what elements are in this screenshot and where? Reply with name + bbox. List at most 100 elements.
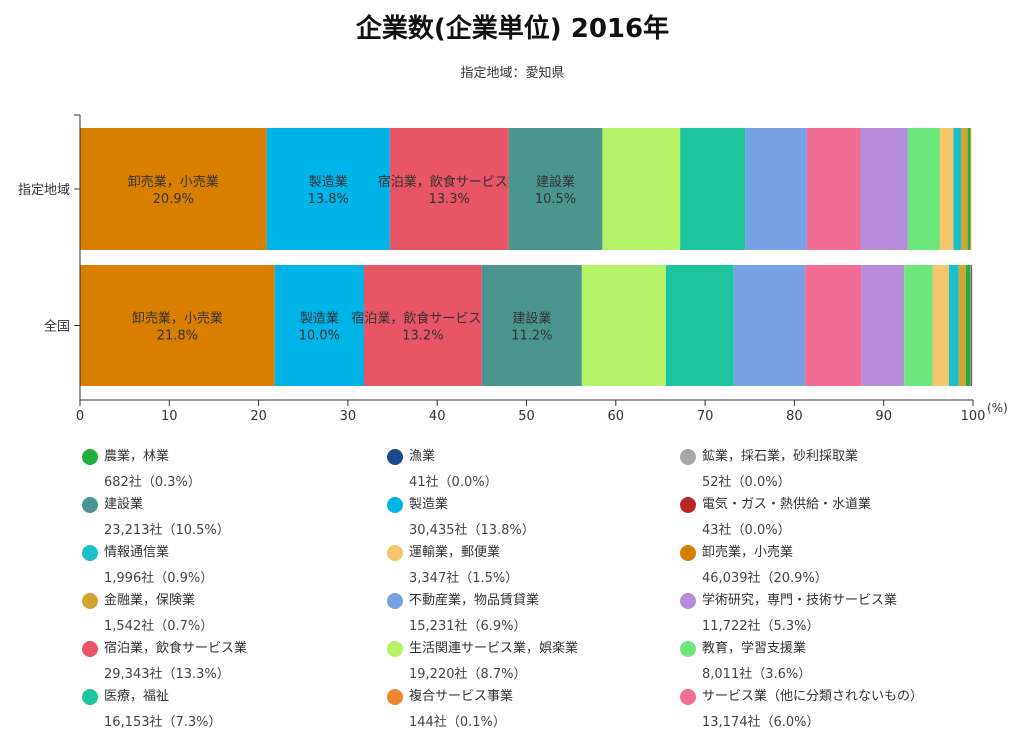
segment-label: 製造業	[309, 174, 348, 190]
bar-segment	[80, 128, 267, 250]
bar-segment	[967, 128, 971, 250]
bar-segment	[363, 265, 482, 386]
legend-label: サービス業（他に分類されないもの）	[702, 689, 924, 704]
legend-value: 23,213社（10.5%）	[104, 523, 230, 538]
legend-color-dot-icon	[680, 641, 696, 657]
bar-segment	[274, 265, 364, 386]
legend-item[interactable]: 卸売業，小売業 46,039社（20.9%）	[680, 542, 828, 590]
bar-segment	[806, 128, 861, 250]
x-tick-label: 40	[429, 409, 446, 424]
legend-color-dot-icon	[680, 689, 696, 705]
legend-item[interactable]: 生活関連サービス業，娯楽業 19,220社（8.7%）	[387, 638, 578, 686]
legend-label: 不動産業，物品賃貸業	[409, 593, 540, 608]
bar-segment	[953, 128, 962, 250]
bar-segment	[904, 265, 933, 386]
bar-segment	[602, 128, 681, 250]
x-tick-label: 50	[518, 409, 535, 424]
segment-value-label: 13.2%	[402, 329, 443, 344]
bar-segment	[80, 265, 275, 386]
legend-value: 3,347社（1.5%）	[409, 571, 519, 586]
legend-label: 農業，林業	[104, 449, 170, 464]
legend-item[interactable]: 金融業，保険業 1,542社（0.7%）	[82, 590, 213, 638]
legend-color-dot-icon	[82, 593, 98, 609]
legend-item[interactable]: 医療，福祉 16,153社（7.3%）	[82, 686, 222, 734]
bar-segment	[970, 265, 972, 386]
legend-value: 43社（0.0%）	[702, 523, 791, 538]
legend-item[interactable]: 建設業 23,213社（10.5%）	[82, 494, 230, 542]
bar-segment	[958, 265, 966, 386]
bar-segment	[965, 265, 971, 386]
legend-value: 13,174社（6.0%）	[702, 715, 820, 730]
legend-item[interactable]: 教育，学習支援業 8,011社（3.6%）	[680, 638, 811, 686]
legend-item[interactable]: 学術研究，専門・技術サービス業 11,722社（5.3%）	[680, 590, 897, 638]
legend-item[interactable]: 複合サービス事業 144社（0.1%）	[387, 686, 513, 734]
bar-segment	[932, 265, 949, 386]
x-tick-label: 70	[697, 409, 714, 424]
bar-segment	[389, 128, 509, 250]
legend-item[interactable]: 漁業 41社（0.0%）	[387, 446, 498, 494]
legend-label: 教育，学習支援業	[702, 641, 807, 656]
legend-value: 41社（0.0%）	[409, 475, 498, 490]
legend-color-dot-icon	[680, 497, 696, 513]
legend-value: 46,039社（20.9%）	[702, 571, 828, 586]
legend-color-dot-icon	[680, 593, 696, 609]
legend-label: 生活関連サービス業，娯楽業	[409, 641, 579, 656]
legend-item[interactable]: 電気・ガス・熱供給・水道業 43社（0.0%）	[680, 494, 871, 542]
segment-label: 宿泊業，飲食サービス業	[351, 311, 494, 327]
segment-label: 宿泊業，飲食サービス業	[378, 174, 521, 190]
segment-value-label: 20.9%	[153, 192, 194, 207]
legend-color-dot-icon	[387, 593, 403, 609]
chart-title: 企業数(企業単位) 2016年	[355, 14, 670, 44]
segment-value-label: 10.5%	[535, 192, 576, 207]
x-tick-label: 90	[875, 409, 892, 424]
legend-value: 1,996社（0.9%）	[104, 571, 214, 586]
segment-label: 建設業	[512, 311, 551, 327]
legend-value: 8,011社（3.6%）	[702, 667, 812, 682]
legend-color-dot-icon	[82, 689, 98, 705]
segment-value-label: 13.3%	[429, 192, 470, 207]
bar-segment	[961, 128, 968, 250]
bar-segment	[266, 128, 390, 250]
bar-segment	[971, 265, 973, 386]
legend-label: 学術研究，専門・技術サービス業	[702, 593, 898, 608]
legend-item[interactable]: 不動産業，物品賃貸業 15,231社（6.9%）	[387, 590, 539, 638]
legend-label: 建設業	[104, 497, 144, 512]
bar-segment	[665, 265, 734, 386]
x-tick-label: 10	[161, 409, 178, 424]
legend-item[interactable]: 宿泊業，飲食サービス業 29,343社（13.3%）	[82, 638, 247, 686]
legend-item[interactable]: 農業，林業 682社（0.3%）	[82, 446, 201, 494]
legend-item[interactable]: 運輸業，郵便業 3,347社（1.5%）	[387, 542, 518, 590]
legend-color-dot-icon	[680, 449, 696, 465]
legend-value: 11,722社（5.3%）	[702, 619, 820, 634]
legend-value: 30,435社（13.8%）	[409, 523, 535, 538]
legend-item[interactable]: サービス業（他に分類されないもの） 13,174社（6.0%）	[680, 686, 923, 734]
x-tick-label: 80	[786, 409, 803, 424]
bar-segment	[861, 265, 905, 386]
bar-segment	[745, 128, 807, 250]
segment-label: 建設業	[536, 174, 575, 190]
legend-value: 19,220社（8.7%）	[409, 667, 527, 682]
legend-item[interactable]: 製造業 30,435社（13.8%）	[387, 494, 535, 542]
bar-segment	[860, 128, 908, 250]
legend-item[interactable]: 情報通信業 1,996社（0.9%）	[82, 542, 213, 590]
bar-segment	[508, 128, 603, 250]
legend-label: 電気・ガス・熱供給・水道業	[702, 497, 872, 512]
legend-color-dot-icon	[82, 641, 98, 657]
segment-label: 製造業	[300, 311, 339, 327]
bar-segment	[733, 265, 806, 386]
legend-label: 金融業，保険業	[104, 593, 196, 608]
legend-color-dot-icon	[387, 689, 403, 705]
legend-color-dot-icon	[387, 497, 403, 513]
segment-label: 卸売業，小売業	[128, 174, 219, 190]
legend-value: 15,231社（6.9%）	[409, 619, 527, 634]
legend-value: 52社（0.0%）	[702, 475, 791, 490]
x-tick-label: 20	[250, 409, 267, 424]
legend-color-dot-icon	[387, 449, 403, 465]
legend-value: 1,542社（0.7%）	[104, 619, 214, 634]
legend-label: 運輸業，郵便業	[409, 545, 501, 560]
legend-value: 16,153社（7.3%）	[104, 715, 222, 730]
legend-color-dot-icon	[680, 545, 696, 561]
legend-item[interactable]: 鉱業，採石業，砂利採取業 52社（0.0%）	[680, 446, 858, 494]
x-unit-label: (%)	[987, 401, 1008, 415]
legend-color-dot-icon	[82, 449, 98, 465]
